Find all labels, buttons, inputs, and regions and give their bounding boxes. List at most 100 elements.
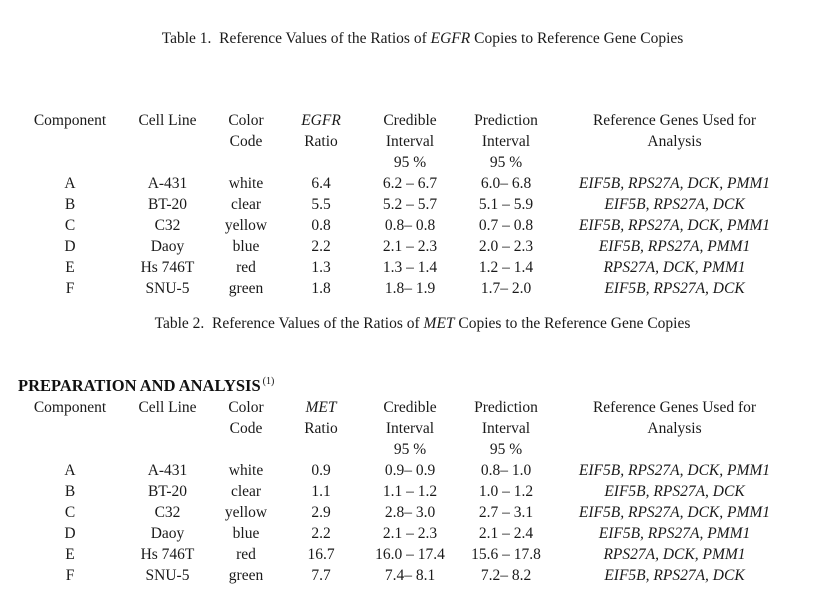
table2-header-row: Component Cell Line Color Code MET Ratio C… — [15, 397, 797, 460]
col-header-credible-line2: Interval — [385, 133, 435, 150]
cell-color-code: green — [228, 567, 264, 584]
cell-reference-genes: EIF5B, RPS27A, DCK — [604, 196, 745, 213]
cell-color-code: white — [228, 462, 264, 479]
cell-color-code: clear — [230, 196, 262, 213]
cell-cell-line: C32 — [154, 504, 181, 521]
col-header-met-ratio: MET Ratio — [282, 397, 360, 460]
cell-reference-genes: EIF5B, RPS27A, PMM1 — [598, 238, 751, 255]
cell-prediction-interval: 1.0 – 1.2 — [478, 483, 534, 500]
cell-color-code: red — [236, 259, 256, 276]
cell-prediction-interval: 15.6 – 17.8 — [471, 546, 541, 563]
cell-prediction-interval: 2.1 – 2.4 — [478, 525, 534, 542]
col-header-prediction-interval: Prediction Interval 95 % — [460, 397, 552, 460]
cell-ratio: 2.2 — [311, 238, 331, 255]
cell-credible-interval: 2.8– 3.0 — [384, 504, 436, 521]
cell-component: E — [65, 546, 75, 563]
cell-credible-interval: 7.4– 8.1 — [384, 567, 436, 584]
col-header-gene-name: EGFR — [301, 112, 341, 129]
cell-component: A — [64, 175, 76, 192]
cell-ratio: 0.8 — [311, 217, 331, 234]
cell-cell-line: A-431 — [147, 175, 188, 192]
cell-reference-genes: RPS27A, DCK, PMM1 — [603, 546, 746, 563]
col-header-refgenes-line1: Reference Genes Used for — [592, 112, 757, 129]
col-header-credible-interval: Credible Interval 95 % — [360, 110, 460, 173]
cell-prediction-interval: 1.2 – 1.4 — [478, 259, 534, 276]
table-row: C C32 yellow 0.8 0.8– 0.8 0.7 – 0.8 EIF5… — [15, 215, 797, 236]
table2-caption: Table 2. Reference Values of the Ratios … — [0, 315, 821, 333]
col-header-refgenes-line1: Reference Genes Used for — [592, 399, 757, 416]
cell-component: B — [64, 483, 76, 500]
document-page: Table 1. Reference Values of the Ratios … — [0, 30, 821, 612]
cell-credible-interval: 2.1 – 2.3 — [382, 525, 438, 542]
cell-credible-interval: 16.0 – 17.4 — [375, 546, 445, 563]
col-header-color-line2: Code — [229, 133, 263, 150]
table1-caption: Table 1. Reference Values of the Ratios … — [0, 30, 821, 48]
col-header-cell-line: Cell Line — [125, 397, 210, 460]
col-header-component-label: Component — [33, 112, 107, 129]
col-header-color-code: Color Code — [210, 110, 282, 173]
col-header-credible-line1: Credible — [383, 399, 437, 416]
table2-caption-prefix: Table 2. Reference Values of the Ratios … — [154, 315, 424, 332]
cell-ratio: 1.3 — [311, 259, 331, 276]
cell-credible-interval: 0.8– 0.8 — [384, 217, 436, 234]
col-header-prediction-line1: Prediction — [474, 399, 538, 416]
col-header-color-line2: Code — [229, 420, 263, 437]
cell-credible-interval: 1.3 – 1.4 — [382, 259, 438, 276]
cell-credible-interval: 2.1 – 2.3 — [382, 238, 438, 255]
col-header-credible-line2: Interval — [385, 420, 435, 437]
cell-credible-interval: 0.9– 0.9 — [384, 462, 436, 479]
cell-prediction-interval: 2.7 – 3.1 — [478, 504, 534, 521]
cell-credible-interval: 1.8– 1.9 — [384, 280, 436, 297]
section-heading-preparation-and-analysis: PREPARATION AND ANALYSIS (1) — [18, 372, 821, 395]
table2-body: A A-431 white 0.9 0.9– 0.9 0.8– 1.0 EIF5… — [15, 460, 797, 586]
col-header-color-line1: Color — [228, 112, 264, 129]
cell-cell-line: SNU-5 — [145, 280, 190, 297]
table1-body: A A-431 white 6.4 6.2 – 6.7 6.0– 6.8 EIF… — [15, 173, 797, 299]
cell-cell-line: A-431 — [147, 462, 188, 479]
cell-ratio: 2.2 — [311, 525, 331, 542]
cell-reference-genes: EIF5B, RPS27A, DCK — [604, 567, 745, 584]
col-header-cell-line-label: Cell Line — [138, 112, 197, 129]
cell-ratio: 16.7 — [307, 546, 335, 563]
cell-reference-genes: EIF5B, RPS27A, DCK, PMM1 — [578, 504, 771, 521]
col-header-credible-line3: 95 % — [393, 441, 427, 458]
col-header-component: Component — [15, 397, 125, 460]
section-heading-text: PREPARATION AND ANALYSIS — [18, 376, 261, 395]
cell-cell-line: C32 — [154, 217, 181, 234]
table1-egfr-ratios: Component Cell Line Color Code EGFR Ratio … — [15, 110, 797, 299]
col-header-gene-name: MET — [305, 399, 337, 416]
col-header-prediction-line2: Interval — [481, 420, 531, 437]
cell-prediction-interval: 5.1 – 5.9 — [478, 196, 534, 213]
cell-color-code: blue — [232, 525, 260, 542]
cell-component: C — [64, 217, 76, 234]
table2-met-ratios: Component Cell Line Color Code MET Ratio C… — [15, 397, 797, 586]
col-header-credible-line3: 95 % — [393, 154, 427, 171]
cell-reference-genes: EIF5B, RPS27A, DCK, PMM1 — [578, 175, 771, 192]
cell-component: D — [64, 238, 76, 255]
col-header-cell-line: Cell Line — [125, 110, 210, 173]
table-row: F SNU-5 green 7.7 7.4– 8.1 7.2– 8.2 EIF5… — [15, 565, 797, 586]
col-header-prediction-line2: Interval — [481, 133, 531, 150]
col-header-component-label: Component — [33, 399, 107, 416]
cell-color-code: yellow — [224, 217, 268, 234]
cell-prediction-interval: 6.0– 6.8 — [480, 175, 532, 192]
col-header-reference-genes: Reference Genes Used for Analysis — [552, 110, 797, 173]
cell-credible-interval: 6.2 – 6.7 — [382, 175, 438, 192]
col-header-cell-line-label: Cell Line — [138, 399, 197, 416]
cell-reference-genes: EIF5B, RPS27A, DCK, PMM1 — [578, 462, 771, 479]
table-row: B BT-20 clear 5.5 5.2 – 5.7 5.1 – 5.9 EI… — [15, 194, 797, 215]
col-header-refgenes-line2: Analysis — [647, 420, 702, 437]
footnote-marker: (1) — [262, 376, 275, 387]
cell-reference-genes: EIF5B, RPS27A, DCK, PMM1 — [578, 217, 771, 234]
col-header-ratio-label: Ratio — [304, 133, 338, 150]
cell-color-code: blue — [232, 238, 260, 255]
cell-prediction-interval: 0.8– 1.0 — [480, 462, 532, 479]
cell-cell-line: BT-20 — [147, 196, 188, 213]
cell-cell-line: BT-20 — [147, 483, 188, 500]
cell-prediction-interval: 7.2– 8.2 — [480, 567, 532, 584]
cell-cell-line: Daoy — [150, 238, 185, 255]
cell-cell-line: SNU-5 — [145, 567, 190, 584]
cell-cell-line: Hs 746T — [140, 259, 195, 276]
table-row: C C32 yellow 2.9 2.8– 3.0 2.7 – 3.1 EIF5… — [15, 502, 797, 523]
cell-ratio: 7.7 — [311, 567, 331, 584]
